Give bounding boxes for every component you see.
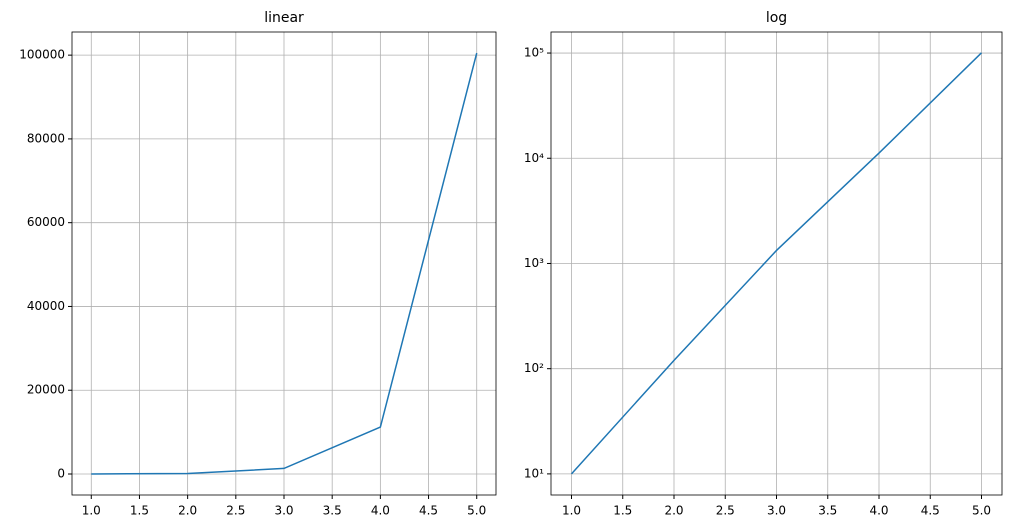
y-tick-label: 10² (524, 361, 544, 375)
data-line (570, 52, 983, 475)
x-tick-label: 4.5 (921, 504, 940, 518)
x-tick-label: 5.0 (972, 504, 991, 518)
data-line (91, 52, 478, 475)
x-tick-label: 3.0 (274, 504, 293, 518)
x-tick-label: 3.0 (767, 504, 786, 518)
x-tick-label: 2.5 (226, 504, 245, 518)
x-tick-label: 3.5 (818, 504, 837, 518)
y-tick-label: 20000 (27, 383, 65, 397)
x-tick-label: 1.0 (562, 504, 581, 518)
y-tick-label: 0 (57, 466, 65, 480)
y-tick-label: 40000 (27, 299, 65, 313)
x-tick-label: 5.0 (467, 504, 486, 518)
y-tick-label: 10¹ (524, 466, 544, 480)
x-tick-label: 4.0 (371, 504, 390, 518)
axes-frame (71, 31, 497, 496)
y-tick-label: 100000 (19, 48, 65, 62)
x-tick-label: 3.5 (323, 504, 342, 518)
y-tick-label: 10³ (524, 256, 544, 270)
x-tick-label: 2.0 (178, 504, 197, 518)
y-tick-label: 10⁴ (524, 151, 544, 165)
axes-frame (550, 31, 1003, 496)
x-tick-label: 4.5 (419, 504, 438, 518)
y-tick-label: 80000 (27, 131, 65, 145)
x-tick-label: 1.5 (130, 504, 149, 518)
x-tick-label: 2.5 (716, 504, 735, 518)
y-tick-label: 10⁵ (524, 46, 544, 60)
chart-title: linear (264, 10, 304, 26)
chart-title: log (766, 10, 787, 26)
x-tick-label: 1.0 (82, 504, 101, 518)
y-tick-label: 60000 (27, 215, 65, 229)
x-tick-label: 2.0 (664, 504, 683, 518)
x-tick-label: 1.5 (613, 504, 632, 518)
x-tick-label: 4.0 (869, 504, 888, 518)
